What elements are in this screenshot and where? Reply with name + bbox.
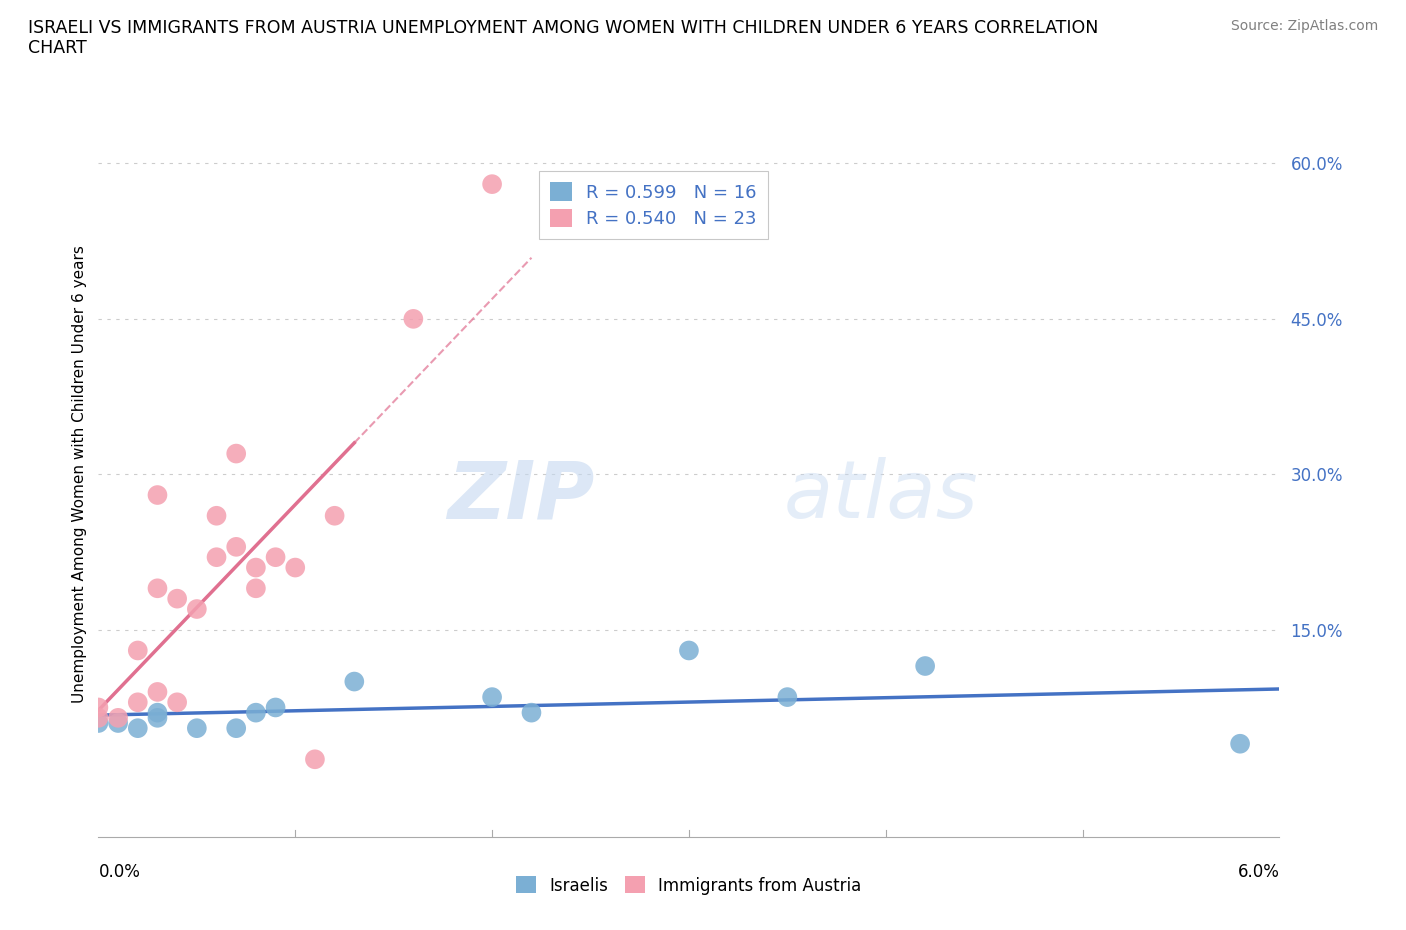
Point <box>146 705 169 720</box>
Legend: Israelis, Immigrants from Austria: Israelis, Immigrants from Austria <box>509 870 869 901</box>
Point <box>481 177 503 192</box>
Text: ISRAELI VS IMMIGRANTS FROM AUSTRIA UNEMPLOYMENT AMONG WOMEN WITH CHILDREN UNDER : ISRAELI VS IMMIGRANTS FROM AUSTRIA UNEMP… <box>28 19 1098 58</box>
Point <box>166 591 188 606</box>
Point <box>87 711 110 725</box>
Point <box>402 312 425 326</box>
Point <box>678 643 700 658</box>
Text: 0.0%: 0.0% <box>98 863 141 881</box>
Text: ZIP: ZIP <box>447 457 595 535</box>
Point <box>107 715 129 730</box>
Point <box>481 690 503 705</box>
Point <box>245 560 267 575</box>
Point <box>284 560 307 575</box>
Point <box>87 715 110 730</box>
Point <box>205 550 228 565</box>
Y-axis label: Unemployment Among Women with Children Under 6 years: Unemployment Among Women with Children U… <box>72 246 87 703</box>
Text: atlas: atlas <box>783 457 979 535</box>
Point <box>264 700 287 715</box>
Point <box>146 581 169 596</box>
Point <box>127 695 149 710</box>
Point <box>186 602 208 617</box>
Point <box>225 539 247 554</box>
Point <box>343 674 366 689</box>
Point <box>205 509 228 524</box>
Point <box>87 700 110 715</box>
Point <box>107 711 129 725</box>
Point <box>520 705 543 720</box>
Point <box>914 658 936 673</box>
Point <box>323 509 346 524</box>
Point <box>186 721 208 736</box>
Point <box>1229 737 1251 751</box>
Point <box>225 721 247 736</box>
Point <box>245 581 267 596</box>
Point <box>304 751 326 766</box>
Point <box>146 487 169 502</box>
Point <box>127 643 149 658</box>
Point <box>127 721 149 736</box>
Point <box>776 690 799 705</box>
Text: 6.0%: 6.0% <box>1237 863 1279 881</box>
Point <box>225 446 247 461</box>
Text: Source: ZipAtlas.com: Source: ZipAtlas.com <box>1230 19 1378 33</box>
Point <box>146 684 169 699</box>
Point <box>166 695 188 710</box>
Point <box>146 711 169 725</box>
Point <box>264 550 287 565</box>
Point <box>245 705 267 720</box>
